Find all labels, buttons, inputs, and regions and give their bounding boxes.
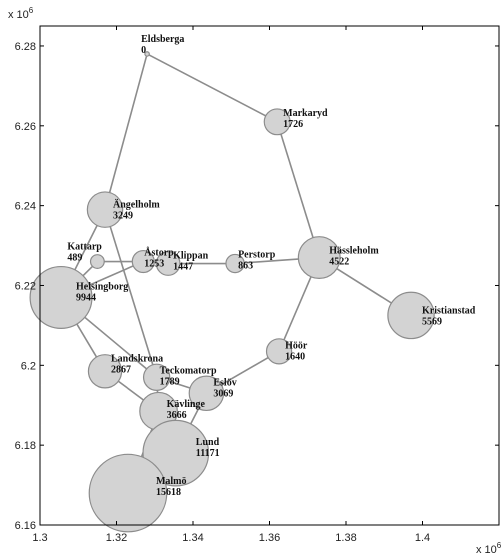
node-eslov — [188, 375, 225, 412]
node-eldsberga — [144, 51, 150, 57]
node-name-markaryd: Markaryd — [283, 108, 328, 119]
node-name-kattarp: Kattarp — [67, 242, 102, 253]
node-value-angelholm: 3249 — [113, 211, 133, 222]
x-exponent-power: 6 — [497, 541, 502, 550]
node-layer — [29, 51, 435, 533]
y-tick-label: 6.2 — [21, 360, 36, 372]
node-name-helsingborg: Helsingborg — [76, 281, 128, 292]
x-axis: 1.3 1.32 1.34 1.36 1.38 1.4 — [32, 26, 430, 544]
node-value-eslov: 3069 — [213, 388, 233, 399]
node-value-hoor: 1640 — [285, 351, 305, 362]
node-name-klippan: Klippan — [173, 251, 208, 262]
node-name-angelholm: Ängelholm — [113, 198, 160, 211]
y-axis: 6.16 6.18 6.2 6.22 6.24 6.26 6.28 — [15, 41, 499, 532]
node-value-eldsberga: 0 — [141, 45, 146, 56]
node-name-kavlinge: Kävlinge — [167, 399, 206, 410]
edge-eldsberga-angelholm — [104, 53, 148, 210]
node-value-helsingborg: 9944 — [76, 292, 96, 303]
node-teckomatorp — [142, 363, 171, 392]
node-value-klippan: 1447 — [173, 262, 193, 273]
y-tick-label: 6.24 — [15, 201, 36, 213]
node-value-kavlinge: 3666 — [167, 410, 187, 421]
x-tick-label: 1.32 — [106, 532, 127, 544]
node-klippan — [155, 251, 181, 276]
node-hassleholm — [297, 236, 341, 279]
x-exponent-base: x 10 — [476, 544, 497, 556]
plot-area-frame — [39, 25, 500, 526]
edge-eldsberga-markaryd — [146, 53, 278, 123]
node-name-lund: Lund — [196, 437, 220, 448]
x-tick-label: 1.3 — [32, 532, 47, 544]
node-name-landskrona: Landskrona — [111, 353, 163, 364]
y-tick-label: 6.22 — [15, 280, 36, 292]
node-angelholm — [86, 191, 124, 228]
x-tick-label: 1.34 — [182, 532, 203, 544]
node-value-malmo: 15618 — [156, 487, 181, 498]
node-value-markaryd: 1726 — [283, 119, 303, 130]
x-axis-exponent: x 106 — [476, 541, 502, 556]
node-value-landskrona: 2867 — [111, 364, 131, 375]
node-hoor — [265, 338, 293, 365]
y-tick-label: 6.16 — [15, 520, 36, 532]
node-value-astorp: 1253 — [144, 259, 164, 270]
node-name-eslov: Eslöv — [213, 377, 236, 388]
node-name-malmo: Malmö — [156, 476, 187, 487]
node-name-eldsberga: Eldsberga — [141, 34, 184, 45]
x-tick-label: 1.38 — [335, 532, 356, 544]
node-value-kattarp: 489 — [67, 253, 82, 264]
x-tick-label: 1.4 — [415, 532, 430, 544]
y-axis-exponent: x 106 — [8, 6, 34, 21]
y-exponent-base: x 10 — [8, 9, 29, 21]
node-markaryd — [263, 108, 291, 136]
node-value-perstorp: 863 — [238, 261, 253, 272]
node-value-lund: 11171 — [196, 448, 220, 459]
node-landskrona — [87, 354, 123, 389]
y-tick-label: 6.26 — [15, 121, 36, 133]
y-tick-label: 6.18 — [15, 440, 36, 452]
y-tick-label: 6.28 — [15, 41, 36, 53]
node-value-hassleholm: 4522 — [329, 257, 349, 268]
node-astorp — [131, 249, 155, 274]
node-name-astorp: Åstorp — [144, 247, 174, 259]
edge-layer — [60, 53, 412, 494]
edge-markaryd-hassleholm — [276, 121, 320, 258]
node-name-perstorp: Perstorp — [238, 250, 276, 261]
node-name-teckomatorp: Teckomatorp — [160, 365, 217, 376]
node-perstorp — [225, 253, 245, 274]
y-exponent-power: 6 — [29, 6, 34, 15]
edge-angelholm-teckomatorp — [104, 209, 158, 378]
node-malmo — [88, 453, 168, 533]
node-name-hoor: Höör — [285, 340, 308, 351]
node-value-teckomatorp: 1789 — [160, 376, 180, 387]
node-kattarp — [89, 254, 105, 269]
x-tick-label: 1.36 — [259, 532, 280, 544]
node-helsingborg — [29, 265, 93, 329]
node-value-kristianstad: 5569 — [422, 316, 442, 327]
node-name-kristianstad: Kristianstad — [422, 305, 476, 316]
node-name-hassleholm: Hässleholm — [329, 246, 379, 257]
node-kristianstad — [387, 291, 435, 340]
